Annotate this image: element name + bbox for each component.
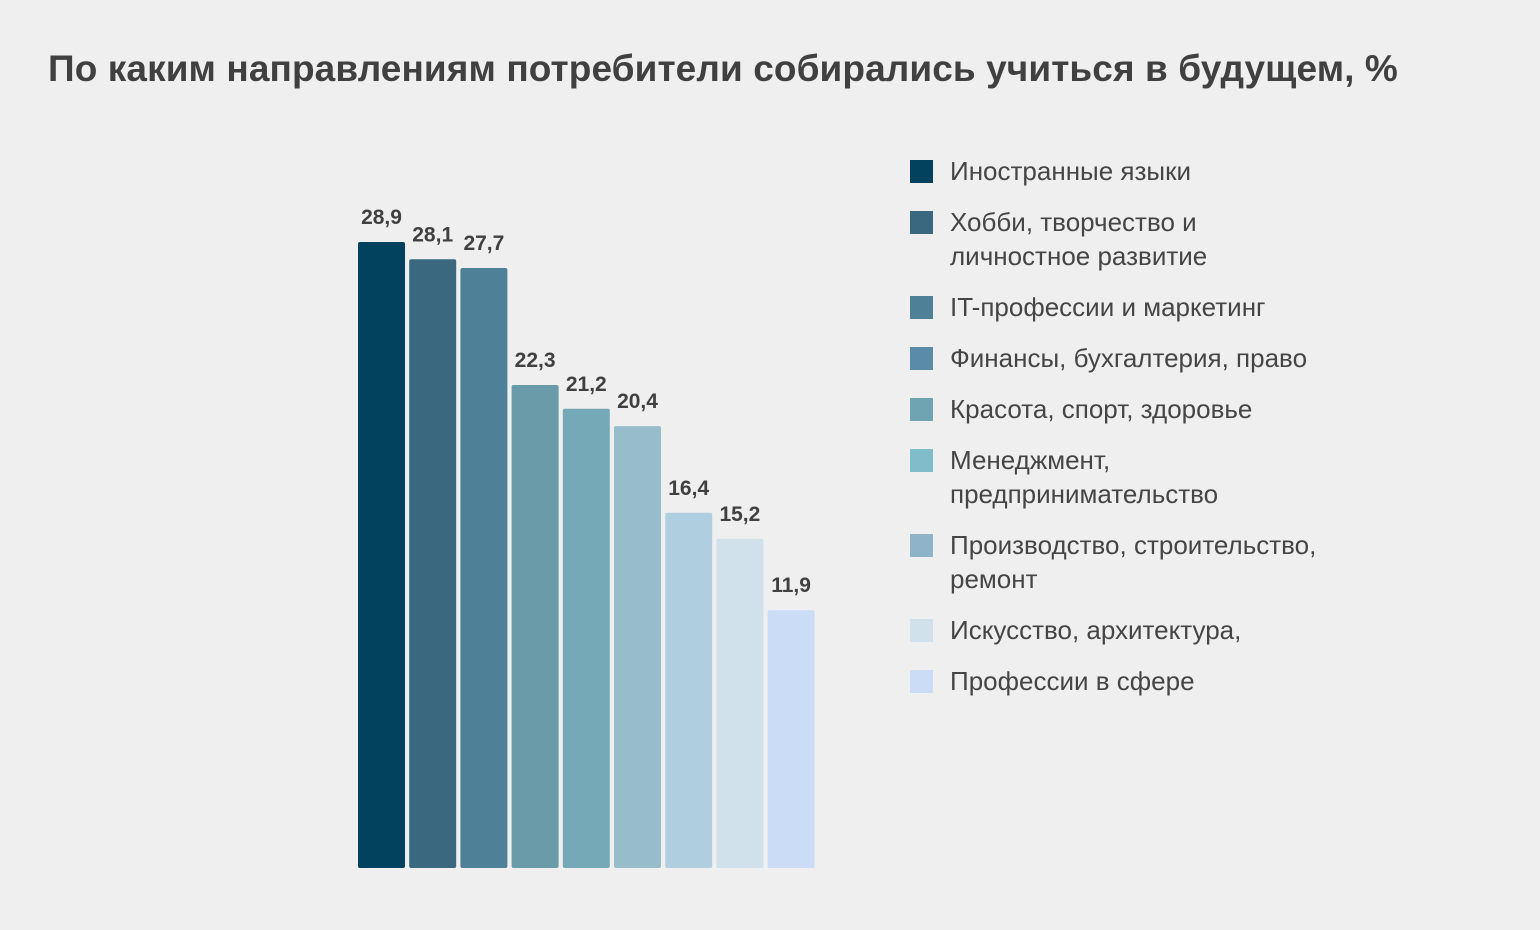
chart-title: По каким направлениям потребители собира… [48,48,1398,89]
legend-swatch [910,398,933,421]
value-label-8: 15,2 [719,503,760,526]
legend-item-2: Хобби, творчество и личностное развитие [910,205,1330,273]
legend-item-1: Иностранные языки [910,154,1330,188]
legend-swatch [910,449,933,472]
legend-swatch [910,619,933,642]
legend-swatch [910,160,933,183]
value-label-2: 28,1 [412,223,453,246]
legend-item-7: Производство, строительство, ремонт [910,528,1330,596]
value-label-7: 16,4 [668,477,709,500]
value-label-4: 22,3 [515,349,556,372]
legend-label: Хобби, творчество и личностное развитие [950,207,1208,271]
bar-6 [614,426,661,868]
legend-label: Профессии в сфере [950,666,1195,696]
bar-3 [460,268,508,868]
legend-label: Финансы, бухгалтерия, право [950,343,1308,373]
legend-item-9: Профессии в сфере [910,664,1330,698]
legend-item-5: Красота, спорт, здоровье [910,392,1330,426]
value-label-3: 27,7 [463,232,504,255]
legend-label: Менеджмент, предпринимательство [950,445,1219,509]
legend-label: Искусство, архитектура, [950,615,1242,645]
bar-8 [716,538,764,868]
legend-swatch [910,670,933,693]
legend-swatch [910,534,933,557]
legend-label: Красота, спорт, здоровье [950,394,1253,424]
bar-9 [767,610,815,868]
value-label-6: 20,4 [617,390,658,413]
value-label-9: 11,9 [771,574,811,597]
bar-chart: 28,9 28,1 27,7 22,3 21,2 20,4 16,4 15,2 11,9 [358,206,815,868]
value-label-1: 28,9 [361,206,402,229]
legend-item-8: Искусство, архитектура, [910,613,1330,647]
legend-label: Иностранные языки [950,156,1192,186]
legend-item-6: Менеджмент, предпринимательство [910,443,1330,511]
legend-swatch [910,296,933,319]
bar-5 [562,408,610,868]
bar-7 [665,512,713,868]
legend-label: IT-профессии и маркетинг [950,292,1266,322]
legend-item-3: IT-профессии и маркетинг [910,290,1330,324]
legend-swatch [910,211,933,234]
bar-2 [409,259,457,868]
bar-1 [358,242,405,868]
legend-item-4: Финансы, бухгалтерия, право [910,341,1330,375]
value-label-5: 21,2 [566,373,607,396]
legend: Иностранные языки Хобби, творчество и лич… [910,154,1330,715]
legend-swatch [910,347,933,370]
bar-4 [511,385,559,868]
legend-label: Производство, строительство, ремонт [950,530,1317,594]
